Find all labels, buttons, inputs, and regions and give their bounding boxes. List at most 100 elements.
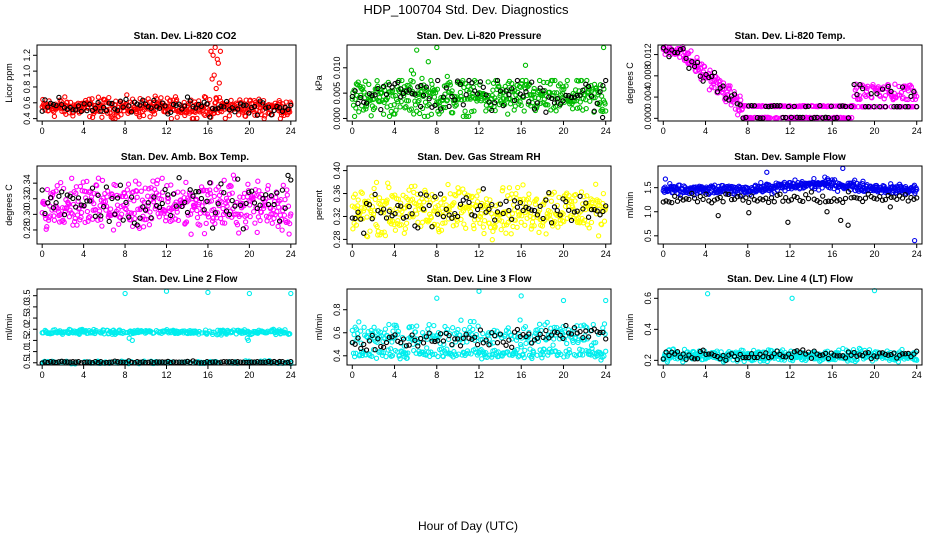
data-point xyxy=(382,232,389,239)
data-point-hourly xyxy=(128,194,135,200)
data-point xyxy=(600,44,607,51)
data-point-hourly xyxy=(791,103,797,110)
data-point xyxy=(150,178,156,184)
data-point-hourly xyxy=(820,115,826,121)
data-point-hourly xyxy=(477,327,484,333)
data-point xyxy=(810,103,816,109)
data-point-hourly xyxy=(285,106,291,113)
y-tick-label: 0.5 xyxy=(643,230,653,243)
data-point xyxy=(560,211,566,217)
data-point-hourly xyxy=(834,115,840,121)
data-point xyxy=(389,193,395,199)
data-point xyxy=(398,222,404,228)
chart-sample-flow: Stan. Dev. Sample Flow ml/min 0 4 8 12 16 20 2… xyxy=(625,152,923,259)
data-point-hourly xyxy=(460,102,466,108)
data-point-hourly xyxy=(429,224,435,230)
data-point xyxy=(188,231,194,237)
data-point-hourly xyxy=(788,197,795,203)
x-tick-label: 24 xyxy=(601,249,611,259)
data-point xyxy=(47,213,53,219)
data-point-hourly xyxy=(435,211,441,217)
data-point xyxy=(485,79,491,85)
data-point xyxy=(371,324,377,330)
data-point-hourly xyxy=(848,195,854,201)
data-point xyxy=(476,188,482,194)
data-point xyxy=(175,189,181,195)
figure-title: HDP_100704 Std. Dev. Diagnostics xyxy=(364,2,569,17)
data-point xyxy=(603,297,609,304)
data-point xyxy=(219,220,226,226)
data-point xyxy=(508,231,514,237)
data-point-hourly xyxy=(862,104,869,110)
data-point xyxy=(563,83,569,89)
data-point-hourly xyxy=(70,107,76,113)
data-point-hourly xyxy=(805,195,812,202)
data-point-hourly xyxy=(509,216,515,222)
data-point-hourly xyxy=(176,175,182,181)
data-point xyxy=(598,221,605,228)
data-point xyxy=(553,108,559,114)
data-point xyxy=(389,339,395,345)
data-point xyxy=(681,183,687,189)
data-point-hourly xyxy=(746,199,752,206)
data-point-hourly xyxy=(700,196,706,203)
data-point-hourly xyxy=(73,204,79,210)
data-point xyxy=(388,221,394,227)
data-point xyxy=(419,75,425,82)
data-point-hourly xyxy=(432,194,438,200)
data-point xyxy=(234,222,241,228)
data-point-hourly xyxy=(517,199,523,206)
data-point-hourly xyxy=(240,226,246,232)
data-point-hourly xyxy=(857,82,863,88)
data-point-hourly xyxy=(791,193,797,199)
data-point-hourly xyxy=(466,199,472,206)
data-point xyxy=(477,82,483,88)
data-point xyxy=(98,216,104,223)
data-point-hourly xyxy=(182,199,188,206)
data-point xyxy=(463,225,469,231)
data-point xyxy=(215,60,221,66)
y-tick-label: 0.6 xyxy=(643,292,653,305)
data-point-hourly xyxy=(204,101,210,107)
data-point xyxy=(383,200,390,206)
data-point-hourly xyxy=(151,97,157,104)
data-point-hourly xyxy=(709,200,715,206)
y-tick-label: 1.0 xyxy=(643,205,653,218)
data-point xyxy=(731,88,737,95)
x-tick-label: 20 xyxy=(244,370,254,380)
data-point xyxy=(205,214,212,220)
data-point xyxy=(95,217,101,223)
data-point xyxy=(571,97,578,104)
data-point-hourly xyxy=(39,108,45,114)
data-point-hourly xyxy=(395,202,401,209)
data-point xyxy=(790,181,796,187)
data-point xyxy=(460,113,466,120)
data-point-hourly xyxy=(285,172,291,179)
data-point xyxy=(385,180,391,186)
data-point xyxy=(395,328,402,335)
data-point xyxy=(211,193,217,200)
data-point-hourly xyxy=(563,92,569,99)
data-point-hourly xyxy=(477,203,484,209)
data-point-hourly xyxy=(794,194,800,201)
data-point-hourly xyxy=(120,104,126,110)
data-point xyxy=(194,214,201,221)
data-point xyxy=(118,211,125,217)
data-point-hourly xyxy=(514,77,521,84)
x-tick-label: 4 xyxy=(703,370,708,380)
data-point xyxy=(501,222,507,228)
data-point xyxy=(457,89,464,96)
x-tick-label: 12 xyxy=(161,370,171,380)
data-point-hourly xyxy=(418,82,424,89)
data-point xyxy=(279,227,285,233)
data-point xyxy=(360,208,367,214)
data-point-hourly xyxy=(666,53,672,60)
data-point-hourly xyxy=(492,100,498,106)
data-point xyxy=(376,195,383,201)
data-point xyxy=(163,214,169,220)
data-point-hourly xyxy=(783,114,789,121)
data-point xyxy=(855,104,861,110)
data-point xyxy=(44,224,50,230)
data-point-hourly xyxy=(140,97,146,103)
data-point-hourly xyxy=(112,106,118,112)
